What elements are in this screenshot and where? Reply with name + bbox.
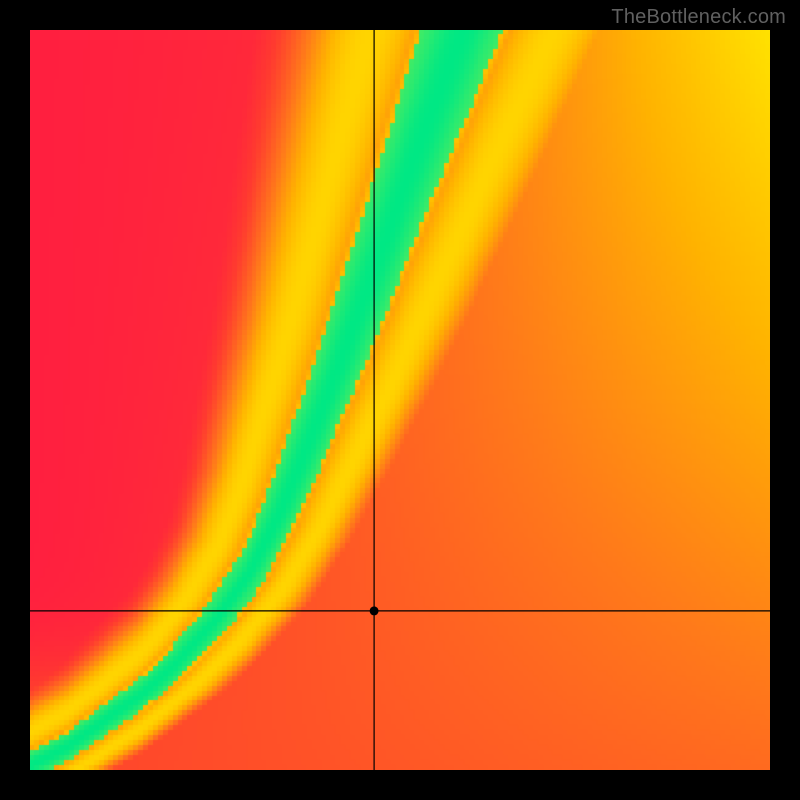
heatmap-canvas xyxy=(30,30,770,770)
watermark-text: TheBottleneck.com xyxy=(611,6,786,29)
chart-container: TheBottleneck.com xyxy=(0,0,800,800)
